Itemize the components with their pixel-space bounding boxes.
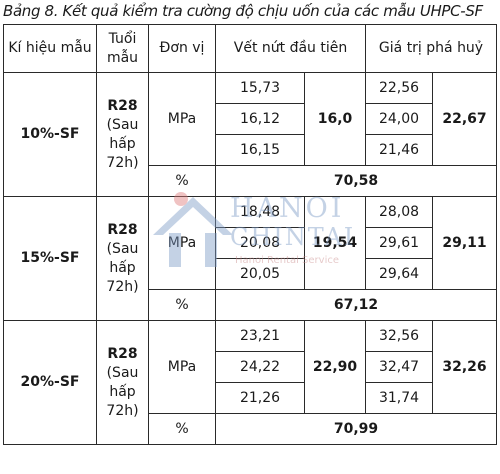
sample-age: R28 (Sau hấp 72h) xyxy=(96,320,149,445)
table-row: 24,22 32,47 xyxy=(4,351,497,383)
failure-value: 32,56 xyxy=(365,320,434,352)
failure-average: 32,26 xyxy=(432,320,498,414)
age-note: (Sau hấp 72h) xyxy=(106,364,139,419)
crack-value: 18,48 xyxy=(215,196,305,228)
table-row: 15%-SF R28 (Sau hấp 72h) MPa 18,48 19,54… xyxy=(3,196,498,321)
table-row: 16,15 21,46 xyxy=(4,134,497,166)
sample-symbol: 15%-SF xyxy=(3,196,97,321)
header-unit: Đơn vị xyxy=(148,24,216,73)
percent-row: % 70,99 xyxy=(4,413,498,445)
failure-average: 22,67 xyxy=(432,72,498,166)
header-row: Kí hiệu mẫu Tuổi mẫu Đơn vị Vết nứt đầu … xyxy=(3,24,498,73)
unit-cell: MPa xyxy=(148,72,216,166)
sample-age: R28 (Sau hấp 72h) xyxy=(96,72,149,197)
failure-value: 22,56 xyxy=(365,72,434,104)
header-age: Tuổi mẫu xyxy=(96,24,149,73)
table-row: 21,26 31,74 xyxy=(4,382,497,414)
crack-average: 16,0 xyxy=(303,72,367,166)
table-row: 16,12 24,00 xyxy=(4,103,497,135)
crack-value: 20,08 xyxy=(215,227,305,259)
percent-value: 70,58 xyxy=(214,165,498,197)
table-row: 20,08 29,61 xyxy=(4,227,497,259)
table-caption: Bảng 8. Kết quả kiểm tra cường độ chịu u… xyxy=(3,2,483,20)
failure-value: 29,64 xyxy=(365,258,434,290)
age-note: (Sau hấp 72h) xyxy=(106,116,139,171)
crack-value: 21,26 xyxy=(215,382,305,414)
crack-value: 16,15 xyxy=(215,134,305,166)
age-label: R28 xyxy=(107,345,138,362)
percent-unit: % xyxy=(148,413,216,445)
crack-value: 23,21 xyxy=(215,320,305,352)
failure-value: 28,08 xyxy=(365,196,434,228)
sample-symbol: 10%-SF xyxy=(3,72,97,197)
percent-row: % 70,58 xyxy=(4,165,498,197)
age-label: R28 xyxy=(107,97,138,114)
unit-cell: MPa xyxy=(148,196,216,290)
percent-value: 70,99 xyxy=(214,413,498,445)
crack-value: 20,05 xyxy=(215,258,305,290)
crack-value: 16,12 xyxy=(215,103,305,135)
header-symbol: Kí hiệu mẫu xyxy=(3,24,97,73)
failure-value: 32,47 xyxy=(365,351,434,383)
age-label: R28 xyxy=(107,221,138,238)
results-table: Kí hiệu mẫu Tuổi mẫu Đơn vị Vết nứt đầu … xyxy=(3,24,498,445)
header-failure: Giá trị phá huỷ xyxy=(365,24,498,73)
crack-average: 22,90 xyxy=(303,320,367,414)
table-row: 20%-SF R28 (Sau hấp 72h) MPa 23,21 22,90… xyxy=(3,320,498,445)
age-note: (Sau hấp 72h) xyxy=(106,240,139,295)
percent-unit: % xyxy=(148,165,216,197)
table-row: 20,05 29,64 xyxy=(4,258,497,290)
crack-value: 24,22 xyxy=(215,351,305,383)
failure-value: 29,61 xyxy=(365,227,434,259)
percent-row: % 67,12 xyxy=(4,289,498,321)
failure-average: 29,11 xyxy=(432,196,498,290)
failure-value: 24,00 xyxy=(365,103,434,135)
sample-age: R28 (Sau hấp 72h) xyxy=(96,196,149,321)
sample-symbol: 20%-SF xyxy=(3,320,97,445)
percent-value: 67,12 xyxy=(214,289,498,321)
crack-value: 15,73 xyxy=(215,72,305,104)
table-row: 10%-SF R28 (Sau hấp 72h) MPa 15,73 16,0 … xyxy=(3,72,498,197)
percent-unit: % xyxy=(148,289,216,321)
crack-average: 19,54 xyxy=(303,196,367,290)
failure-value: 21,46 xyxy=(365,134,434,166)
header-first-crack: Vết nứt đầu tiên xyxy=(214,24,367,73)
failure-value: 31,74 xyxy=(365,382,434,414)
unit-cell: MPa xyxy=(148,320,216,414)
